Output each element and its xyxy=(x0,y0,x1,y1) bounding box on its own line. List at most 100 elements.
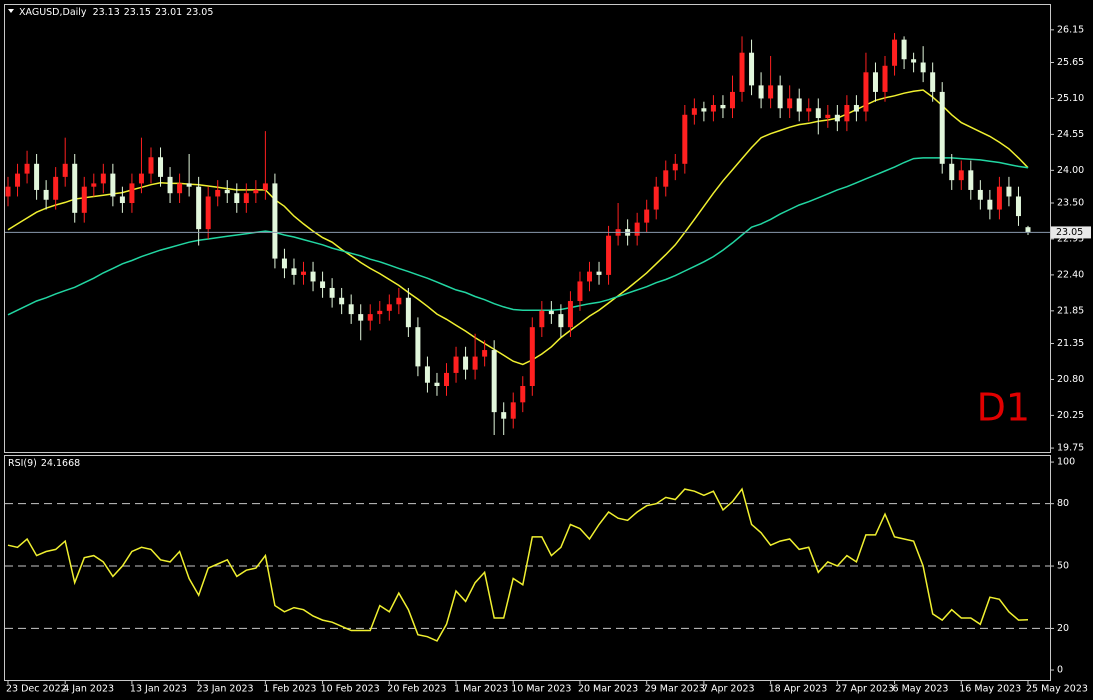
candle-body xyxy=(806,108,812,112)
candle-body xyxy=(567,301,573,328)
candle-body xyxy=(386,304,392,311)
candle-body xyxy=(482,350,488,357)
candle-body xyxy=(310,271,316,282)
candle-body xyxy=(262,183,268,190)
candle-body xyxy=(529,327,535,386)
candle-body xyxy=(34,163,40,190)
candle-body xyxy=(1025,227,1031,233)
y-tick-label: 22.40 xyxy=(1057,269,1084,280)
indicator-value: 24.1668 xyxy=(41,458,80,469)
candle-body xyxy=(996,186,1002,210)
menu-triangle xyxy=(8,9,14,13)
candle-body xyxy=(320,281,326,288)
marks: 26.15 25.65 25.10 24.55 24.00 23.50 22.95 22.40… xyxy=(5,24,1091,695)
x-tick-label: 18 Apr 2023 xyxy=(769,684,828,695)
candle-body xyxy=(739,52,745,92)
candle-body xyxy=(138,173,144,184)
candle-body xyxy=(768,85,774,99)
indicator-title: RSI(9) xyxy=(8,458,37,469)
candle-body xyxy=(224,189,230,194)
candle-body xyxy=(701,108,707,112)
candle-body xyxy=(987,199,993,210)
candle-body xyxy=(787,98,793,109)
candle-body xyxy=(491,350,497,413)
x-tick-label: 20 Feb 2023 xyxy=(387,684,446,695)
candle-body xyxy=(939,91,945,164)
candle-body xyxy=(205,196,211,230)
candle-body xyxy=(472,356,478,370)
price-panel-frame xyxy=(4,4,1051,453)
x-tick-label: 10 Feb 2023 xyxy=(321,684,380,695)
last-price-label: 23.05 xyxy=(1056,227,1083,238)
candle-body xyxy=(281,258,287,269)
candle-body xyxy=(872,72,878,92)
candle-body xyxy=(949,163,955,181)
candle-body xyxy=(644,209,650,223)
y-tick-label: 0 xyxy=(1057,665,1063,676)
candle-body xyxy=(253,189,259,194)
candle-body xyxy=(463,356,469,370)
candle-body xyxy=(129,183,135,204)
candle-body xyxy=(901,39,907,60)
candle-body xyxy=(920,62,926,73)
x-tick-label: 4 Jan 2023 xyxy=(63,684,114,695)
y-tick-label: 22.95 xyxy=(1057,233,1084,244)
candle-body xyxy=(1006,186,1012,197)
candle-body xyxy=(15,173,21,187)
candle-body xyxy=(243,193,249,204)
x-tick-label: 25 May 2023 xyxy=(1026,684,1088,695)
candle-body xyxy=(24,163,30,174)
y-tick-label: 25.10 xyxy=(1057,93,1084,104)
candle-body xyxy=(853,104,859,112)
candle-body xyxy=(91,183,97,187)
y-tick-label: 24.00 xyxy=(1057,165,1084,176)
candle-body xyxy=(577,281,583,302)
x-tick-label: 1 Feb 2023 xyxy=(263,684,316,695)
candle-body xyxy=(968,170,974,190)
candle-body xyxy=(424,366,430,383)
candle-body xyxy=(682,114,688,164)
y-tick-label: 19.75 xyxy=(1057,443,1084,454)
candle-body xyxy=(606,235,612,275)
candle-body xyxy=(672,163,678,171)
y-tick-label: 20 xyxy=(1057,623,1069,634)
x-tick-label: 16 May 2023 xyxy=(959,684,1021,695)
y-tick-label: 20.80 xyxy=(1057,374,1084,385)
candle-body xyxy=(710,104,716,112)
close-value: 23.05 xyxy=(186,7,213,18)
candle-body xyxy=(815,108,821,119)
candle-body xyxy=(796,98,802,112)
candle-body xyxy=(291,268,297,275)
candle-body xyxy=(348,304,354,315)
candle-body xyxy=(548,310,554,315)
open-value: 23.13 xyxy=(93,7,120,18)
candle-body xyxy=(158,157,164,177)
moving-average-line xyxy=(7,157,1029,316)
x-tick-label: 10 Mar 2023 xyxy=(511,684,571,695)
candle-body xyxy=(339,297,345,305)
candle-body xyxy=(405,297,411,328)
candle-body xyxy=(453,356,459,373)
candle-body xyxy=(539,310,545,328)
candle-body xyxy=(653,186,659,210)
y-tick-label: 26.15 xyxy=(1057,24,1084,35)
x-tick-label: 29 Mar 2023 xyxy=(645,684,705,695)
candle-body xyxy=(177,183,183,194)
candle-body xyxy=(62,163,68,177)
candle-body xyxy=(72,163,78,213)
y-tick-label: 50 xyxy=(1057,561,1069,572)
x-tick-label: 13 Jan 2023 xyxy=(130,684,187,695)
candle-body xyxy=(977,189,983,200)
candle-body xyxy=(110,173,116,197)
x-tick-label: 23 Jan 2023 xyxy=(197,684,254,695)
x-tick-label: 7 Apr 2023 xyxy=(702,684,755,695)
candle-body xyxy=(634,222,640,236)
candle-body xyxy=(329,287,335,298)
candle-body xyxy=(863,72,869,112)
candle-body xyxy=(911,59,917,63)
y-tick-label: 21.85 xyxy=(1057,305,1084,316)
candle-body xyxy=(100,173,106,184)
candle-body xyxy=(691,108,697,115)
candle-body xyxy=(501,412,507,419)
